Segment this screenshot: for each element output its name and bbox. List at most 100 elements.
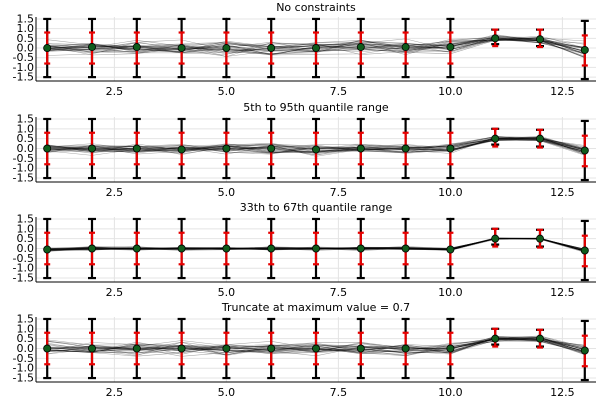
data-point [536, 334, 545, 343]
x-tick-label: 10.0 [438, 286, 463, 299]
data-point [311, 145, 320, 154]
data-point [132, 344, 141, 353]
data-point [446, 144, 455, 153]
data-point [356, 43, 365, 52]
x-tick-label: 2.5 [106, 85, 124, 98]
y-tick-label: -1.0 [13, 162, 34, 175]
data-point [132, 144, 141, 153]
data-point [222, 44, 231, 53]
y-tick-label: 0.0 [17, 242, 35, 255]
data-point [177, 344, 186, 353]
data-point [580, 246, 589, 255]
y-tick-label: -0.5 [13, 51, 34, 64]
y-tick-label: -1.5 [13, 172, 34, 185]
x-tick-label: 2.5 [106, 186, 124, 199]
y-tick-label: 0.0 [17, 142, 35, 155]
x-tick-label: 10.0 [438, 386, 463, 399]
x-tick-label: 2.5 [106, 386, 124, 399]
y-tick-label: 0.5 [17, 332, 35, 345]
x-tick-label: 10.0 [438, 85, 463, 98]
data-point [580, 146, 589, 155]
chart-title: 5th to 95th quantile range [243, 101, 389, 114]
y-tick-label: 1.0 [17, 222, 35, 235]
y-tick-label: -1.0 [13, 61, 34, 74]
data-point [446, 245, 455, 254]
data-point [222, 144, 231, 153]
data-point [356, 244, 365, 253]
data-point [43, 245, 52, 254]
x-tick-label: 12.5 [550, 85, 575, 98]
data-point [132, 43, 141, 52]
data-point [580, 346, 589, 355]
x-tick-label: 10.0 [438, 186, 463, 199]
data-point [356, 344, 365, 353]
y-tick-label: -1.5 [13, 71, 34, 84]
data-point [491, 234, 500, 243]
x-tick-label: 5.0 [218, 186, 236, 199]
data-point [311, 344, 320, 353]
data-point [536, 134, 545, 143]
y-tick-label: -0.5 [13, 352, 34, 365]
data-point [88, 344, 97, 353]
data-point [401, 144, 410, 153]
y-tick-label: 0.0 [17, 42, 35, 55]
data-point [356, 144, 365, 153]
y-tick-label: -0.5 [13, 252, 34, 265]
y-tick-label: 1.5 [17, 112, 35, 125]
data-point [491, 334, 500, 343]
data-point [267, 244, 276, 253]
y-tick-label: 1.0 [17, 122, 35, 135]
y-tick-label: -0.5 [13, 152, 34, 165]
y-tick-label: -1.5 [13, 372, 34, 385]
y-tick-label: 0.0 [17, 342, 35, 355]
data-point [43, 144, 52, 153]
y-tick-label: 1.0 [17, 322, 35, 335]
chart-panel-4: Truncate at maximum value = 0.7 -1.5-1.0-… [13, 301, 596, 399]
data-point [177, 145, 186, 154]
data-point [311, 44, 320, 53]
data-point [536, 234, 545, 243]
x-tick-label: 5.0 [218, 85, 236, 98]
y-tick-label: 0.5 [17, 132, 35, 145]
data-point [177, 244, 186, 253]
chart-panel-2: 5th to 95th quantile range-1.5-1.0-0.50.… [13, 101, 596, 199]
chart-panel-3: 33th to 67th quantile range-1.5-1.0-0.50… [13, 201, 596, 299]
y-tick-label: -1.0 [13, 262, 34, 275]
y-tick-label: -1.5 [13, 272, 34, 285]
y-tick-label: -1.0 [13, 362, 34, 375]
y-tick-label: 1.5 [17, 12, 35, 25]
x-tick-label: 7.5 [330, 186, 348, 199]
data-point [88, 43, 97, 52]
data-point [267, 144, 276, 153]
chart-title: 33th to 67th quantile range [240, 201, 393, 214]
data-point [267, 344, 276, 353]
x-tick-label: 2.5 [106, 286, 124, 299]
x-tick-label: 12.5 [550, 386, 575, 399]
data-point [446, 43, 455, 52]
x-tick-label: 7.5 [330, 85, 348, 98]
data-point [222, 244, 231, 253]
x-tick-label: 7.5 [330, 386, 348, 399]
x-tick-label: 12.5 [550, 286, 575, 299]
x-tick-label: 7.5 [330, 286, 348, 299]
y-tick-label: 0.5 [17, 232, 35, 245]
data-point [267, 44, 276, 53]
data-point [401, 244, 410, 253]
data-point [177, 44, 186, 53]
data-point [43, 344, 52, 353]
data-point [491, 134, 500, 143]
data-point [536, 35, 545, 44]
chart-title: No constraints [276, 1, 356, 14]
y-tick-label: 0.5 [17, 32, 35, 45]
x-tick-label: 5.0 [218, 386, 236, 399]
chart-panel-1: No constraints -1.5-1.0-0.50.00.51.01.5 2.… [13, 1, 596, 98]
data-point [88, 244, 97, 253]
data-point [401, 344, 410, 353]
data-point [222, 344, 231, 353]
y-tick-label: 1.5 [17, 312, 35, 325]
data-point [491, 34, 500, 43]
data-point [311, 244, 320, 253]
chart-title: Truncate at maximum value = 0.7 [221, 301, 410, 314]
data-point [132, 244, 141, 253]
